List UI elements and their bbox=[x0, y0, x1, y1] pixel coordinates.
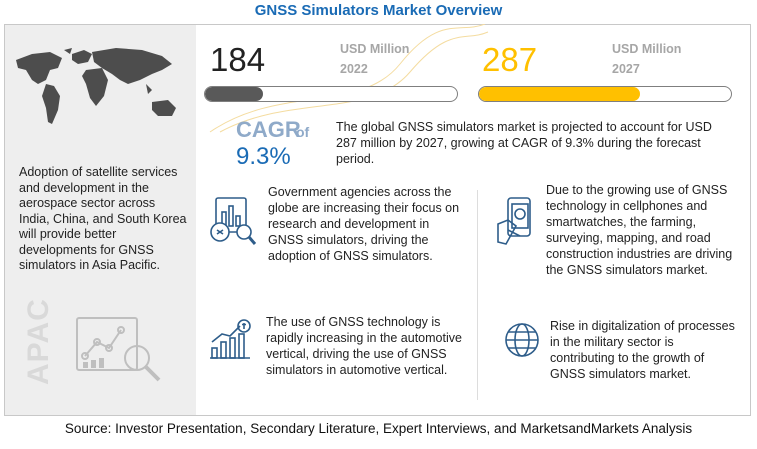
driver-consumer-devices: Due to the growing use of GNSS technolog… bbox=[546, 183, 733, 277]
globe-network-icon bbox=[505, 323, 539, 357]
cagr-value: 9.3% bbox=[236, 143, 291, 170]
cagr-label: CAGR bbox=[236, 117, 301, 142]
market-year-2027: 2027 bbox=[612, 62, 640, 76]
market-year-2022: 2022 bbox=[340, 62, 368, 76]
driver-government-research: Government agencies across the globe are… bbox=[268, 185, 460, 263]
growth-bars-icon bbox=[210, 319, 251, 359]
market-value-2027: 287 bbox=[482, 41, 538, 78]
decorative-swoosh bbox=[209, 24, 489, 133]
market-summary: The global GNSS simulators market is pro… bbox=[336, 120, 712, 166]
page-title: GNSS Simulators Market Overview bbox=[254, 2, 503, 19]
driver-automotive: The use of GNSS technology is rapidly in… bbox=[266, 315, 462, 377]
progress-bar-2022 bbox=[204, 86, 458, 102]
region-description: Adoption of satellite services and devel… bbox=[19, 165, 187, 272]
divider bbox=[477, 190, 478, 400]
progress-fill-2022 bbox=[205, 87, 263, 101]
research-chart-icon bbox=[210, 197, 257, 245]
world-map-icon bbox=[16, 48, 176, 124]
driver-military: Rise in digitalization of processes in t… bbox=[550, 319, 735, 381]
progress-fill-2027 bbox=[479, 87, 641, 101]
market-unit-2027: USD Million bbox=[612, 42, 682, 56]
cagr-of: of bbox=[296, 124, 310, 140]
market-unit-2022: USD Million bbox=[340, 42, 410, 56]
smartphone-money-icon bbox=[497, 197, 531, 245]
region-label: APAC bbox=[22, 298, 55, 385]
analysis-chart-icon bbox=[76, 317, 161, 382]
progress-bar-2027 bbox=[478, 86, 732, 102]
market-value-2022: 184 bbox=[210, 41, 266, 78]
source-note: Source: Investor Presentation, Secondary… bbox=[64, 421, 693, 436]
